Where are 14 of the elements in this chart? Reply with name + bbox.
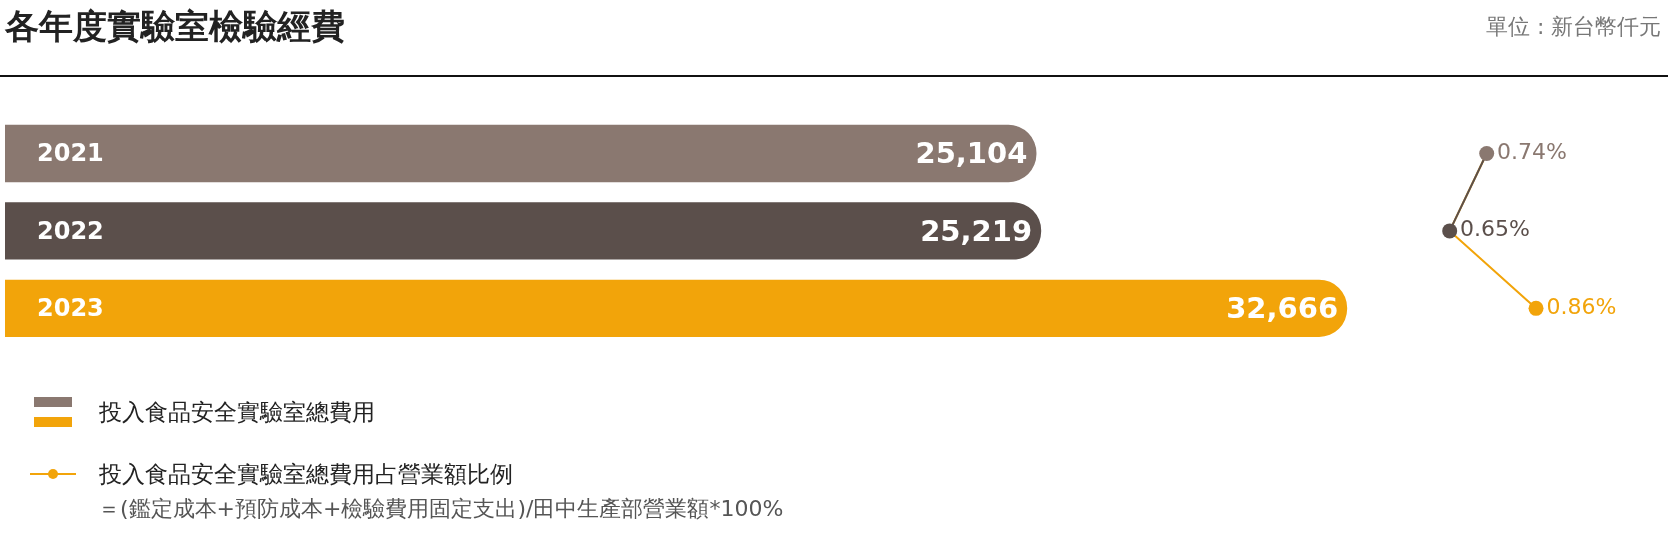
data-label: 25,104	[915, 136, 1028, 171]
text: 單位 : 新台幣仟元	[1486, 14, 1662, 39]
legend-label: 投入食品安全實驗室總費用	[98, 399, 375, 425]
data-label: 25,219	[920, 213, 1033, 248]
text: ＝(鑑定成本+預防成本+檢驗費用固定支出)/田中生產部營業額*100%	[98, 496, 784, 521]
data-label: 0.86%	[1546, 293, 1617, 319]
data-label: 32,666	[1226, 291, 1339, 326]
y-tick-label: 2021	[37, 139, 104, 167]
legend-label: 投入食品安全實驗室總費用占營業額比例	[98, 461, 513, 487]
chart-title: 各年度實驗室檢驗經費	[4, 5, 345, 46]
y-tick-label: 2023	[37, 294, 104, 322]
y-tick-label: 2022	[37, 217, 104, 245]
data-label: 0.65%	[1460, 216, 1530, 242]
data-label: 0.74%	[1497, 138, 1567, 164]
